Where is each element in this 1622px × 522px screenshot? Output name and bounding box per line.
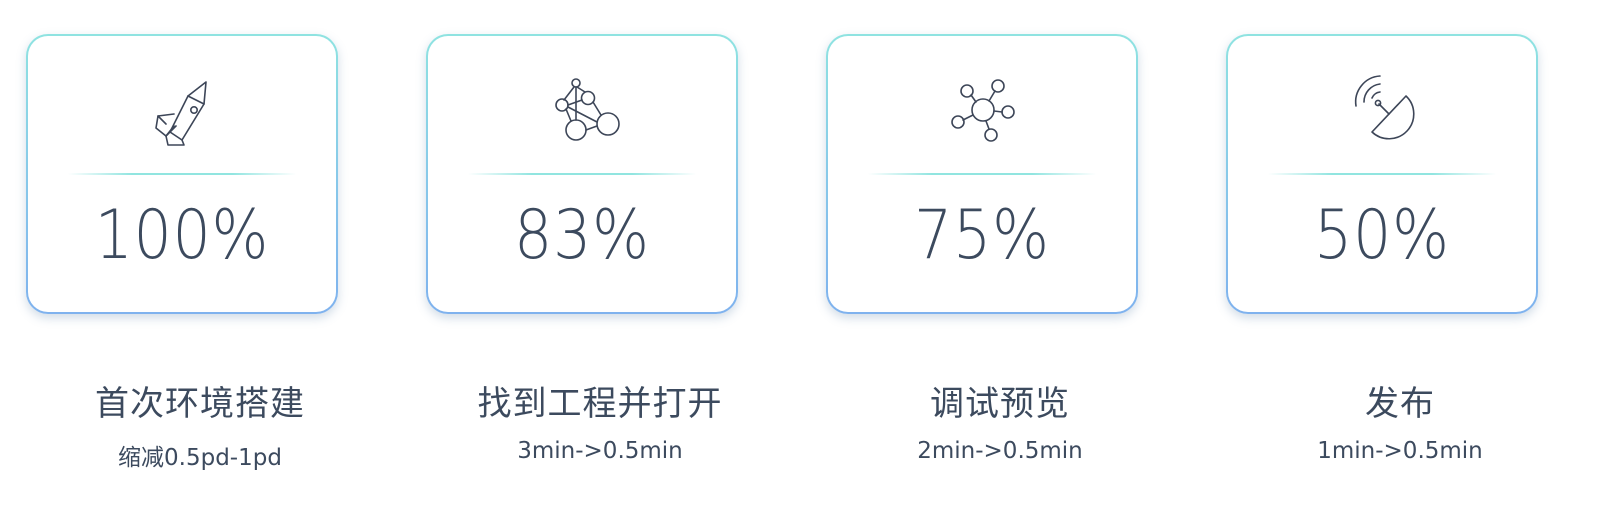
metric-percent: 50% [1314,196,1450,275]
card-divider [868,173,1096,175]
card-divider [1268,173,1496,175]
hub-nodes-icon [944,74,1020,150]
metric-title: 发布 [1365,384,1435,424]
metric-percent: 83% [514,196,650,275]
rocket-icon [144,74,220,150]
molecule-network-icon [544,74,620,150]
card-divider [68,173,296,175]
metric-card: 75% [826,34,1138,314]
metric-percent: 100% [94,196,270,275]
metric-subtitle: 1min->0.5min [1317,438,1483,464]
metric-percent: 75% [914,196,1050,275]
metric-title: 找到工程并打开 [477,384,723,424]
metric-column-env-setup: 100% 首次环境搭建 缩减0.5pd-1pd [0,0,400,522]
metric-card: 50% [1226,34,1538,314]
metric-card: 100% [26,34,338,314]
satellite-dish-icon [1344,74,1420,150]
metric-subtitle: 缩减0.5pd-1pd [118,445,282,471]
metric-column-find-project: 83% 找到工程并打开 3min->0.5min [400,0,800,522]
metric-title: 首次环境搭建 [95,384,305,424]
metric-subtitle: 3min->0.5min [517,438,683,464]
metric-title: 调试预览 [930,384,1070,424]
metric-column-publish: 50% 发布 1min->0.5min [1200,0,1600,522]
card-divider [468,173,696,175]
metric-card: 83% [426,34,738,314]
metric-column-debug-preview: 75% 调试预览 2min->0.5min [800,0,1200,522]
metric-subtitle: 2min->0.5min [917,438,1083,464]
